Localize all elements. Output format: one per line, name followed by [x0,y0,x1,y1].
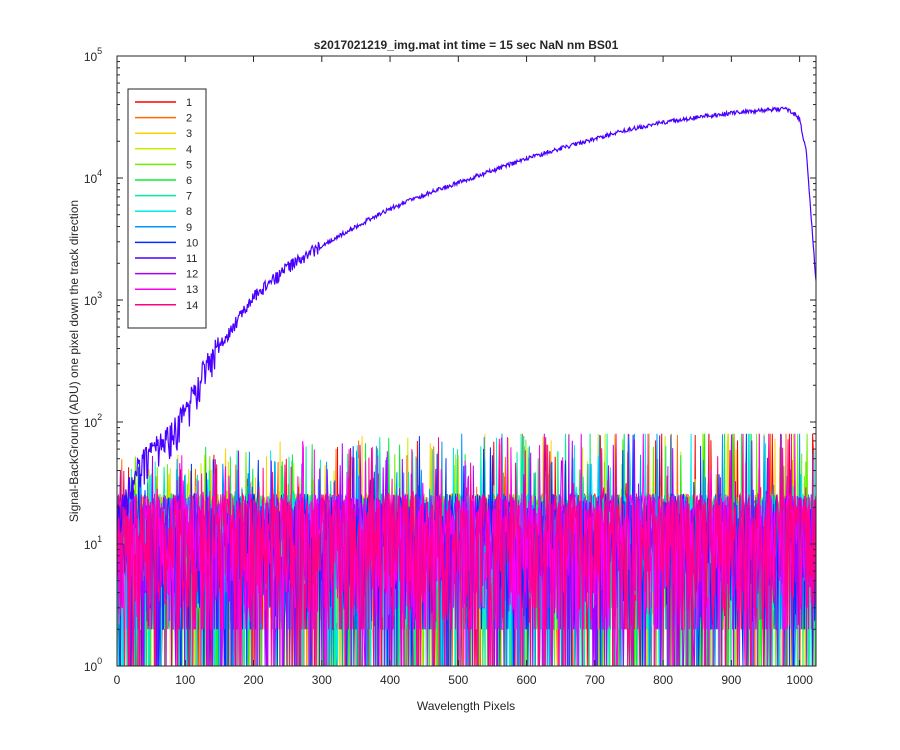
y-tick-base: 10 [84,294,98,308]
legend-label: 14 [186,300,198,312]
x-axis-ticks: 0 100 200 300 400 500 600 700 800 900 1000 [114,56,813,687]
legend-entry-3[interactable]: 3 [135,128,192,140]
x-tick-label: 200 [244,673,264,687]
x-tick-label: 0 [114,673,121,687]
legend-label: 1 [186,97,192,109]
signal-series-layer [117,106,816,533]
y-tick-exponent: 5 [97,46,102,56]
x-tick-label: 600 [517,673,537,687]
y-tick-exponent: 0 [97,656,102,666]
series-14-line [117,433,816,666]
legend-label: 3 [186,128,192,140]
x-tick-label: 400 [380,673,400,687]
legend-entry-8[interactable]: 8 [135,206,192,218]
y-tick-base: 10 [84,50,98,64]
legend-label: 4 [186,144,192,156]
legend-label: 10 [186,237,198,249]
series-11-line [117,106,816,533]
y-tick-label: 104 [84,168,102,186]
legend-label: 8 [186,206,192,218]
y-tick-exponent: 3 [97,290,102,300]
legend-entry-2[interactable]: 2 [135,113,192,125]
x-tick-label: 800 [653,673,673,687]
x-axis-label: Wavelength Pixels [417,699,515,713]
x-tick-label: 300 [312,673,332,687]
x-tick-label: 500 [448,673,468,687]
legend-label: 12 [186,269,198,281]
y-tick-label: 103 [84,290,102,308]
legend-label: 6 [186,175,192,187]
y-tick-base: 10 [84,538,98,552]
y-tick-label: 100 [84,656,102,674]
legend-entry-5[interactable]: 5 [135,159,192,171]
legend-box [127,88,207,329]
legend-label: 9 [186,222,192,234]
legend-entry-1[interactable]: 1 [135,97,192,109]
legend-entry-11[interactable]: 11 [135,253,197,265]
legend-label: 2 [186,113,192,125]
y-tick-exponent: 1 [97,534,102,544]
y-tick-label: 101 [84,534,102,552]
legend-entry-9[interactable]: 9 [135,222,192,234]
axes-box [116,55,817,667]
x-tick-label: 1000 [786,673,813,687]
y-tick-base: 10 [84,416,98,430]
y-tick-base: 10 [84,172,98,186]
legend-entry-4[interactable]: 4 [135,144,192,156]
legend-label: 13 [186,284,198,296]
y-tick-exponent: 4 [97,168,102,178]
y-tick-exponent: 2 [97,412,102,422]
x-tick-label: 100 [175,673,195,687]
x-tick-label: 700 [585,673,605,687]
y-tick-base: 10 [84,660,98,674]
y-tick-label: 105 [84,46,102,64]
y-axis-label: Signal-BackGround (ADU) one pixel down t… [67,200,81,522]
legend-entry-14[interactable]: 14 [135,300,198,312]
legend-entry-13[interactable]: 13 [135,284,198,296]
legend-label: 7 [186,191,192,203]
x-tick-label: 900 [721,673,741,687]
legend-label: 11 [186,253,197,265]
chart-title: s2017021219_img.mat int time = 15 sec Na… [314,38,619,52]
noise-series-layer [117,433,816,666]
legend-entry-10[interactable]: 10 [135,237,198,249]
legend-entry-6[interactable]: 6 [135,175,192,187]
legend-entry-12[interactable]: 12 [135,269,198,281]
y-tick-label: 102 [84,412,102,430]
legend-label: 5 [186,159,192,171]
legend-entry-7[interactable]: 7 [135,191,192,203]
